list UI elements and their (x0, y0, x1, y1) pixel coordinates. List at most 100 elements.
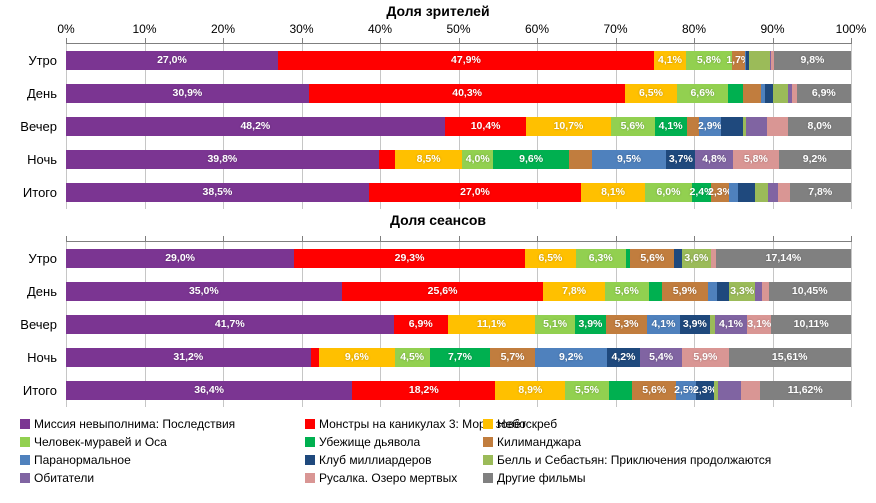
segment-value-label: 35,0% (188, 285, 219, 297)
segment-value-label: 25,6% (427, 285, 458, 297)
segment-value-label: 9,8% (800, 54, 825, 66)
bar-segment: 36,4% (66, 381, 353, 400)
segment-value-label: 4,1% (651, 318, 676, 330)
stacked-bar: 36,4% 18,2% 8,9% 5,5% 5,6% 2,5% 2,3% 11,62% (66, 381, 851, 400)
bar-segment: 4,1% (654, 117, 687, 136)
bar-segment: 5,9% (682, 348, 729, 367)
bar-segment: 29,3% (294, 249, 525, 268)
x-tick-mark (223, 38, 224, 48)
x-tick-mark (66, 236, 67, 246)
grid-line (851, 242, 852, 407)
bar-segment (760, 84, 766, 103)
x-tick-label: 30% (289, 22, 314, 36)
bar-segment (568, 150, 592, 169)
ycol-spacer (0, 20, 66, 44)
rows-area: 29,0% 29,3% 6,5% 6,3% 5,6% 3,6% 17,14% 35,0% 25,… (66, 242, 852, 407)
stacked-bar: 27,0% 47,9% 4,1% 5,8% 1,7% 9,8% (66, 51, 851, 70)
bar-segment: 10,45% (768, 282, 851, 301)
legend-item: Клуб миллиардеров (305, 453, 483, 467)
x-tick-mark (458, 236, 460, 246)
bar-segment (744, 51, 746, 70)
ycol-spacer (0, 229, 66, 242)
bar-segment: 10,11% (771, 315, 851, 334)
bar-segment (791, 84, 797, 103)
segment-value-label: 10,45% (791, 285, 828, 297)
bar-segment: 5,9% (661, 282, 708, 301)
legend-item: Человек-муравей и Оса (20, 435, 305, 449)
segment-value-label: 40,3% (452, 87, 483, 99)
segment-value-label: 38,5% (202, 186, 233, 198)
segment-value-label: 9,2% (558, 351, 583, 363)
segment-value-label: 27,0% (460, 186, 490, 198)
segment-value-label: 10,4% (470, 120, 501, 132)
bar-row: 48,2% 10,4% 10,7% 5,6% 4,1% 2,9% 8,0% (66, 110, 851, 143)
category-label: День (27, 86, 57, 101)
bar-segment: 5,6% (610, 117, 655, 136)
axis-header (66, 229, 852, 246)
bar-segment: 6,3% (575, 249, 626, 268)
legend-label: Белль и Себастьян: Приключения продолжаю… (497, 453, 772, 467)
bar-segment: 8,0% (788, 117, 851, 136)
legend-swatch-icon (483, 437, 493, 447)
bar-segment: 31,2% (66, 348, 311, 367)
x-tick-mark (537, 38, 538, 48)
bar-segment: 6,0% (644, 183, 693, 202)
bar-segment: 4,8% (695, 150, 734, 169)
bar-segment: 9,8% (773, 51, 851, 70)
bar-segment (773, 84, 789, 103)
segment-value-label: 5,9% (693, 351, 718, 363)
segment-value-label: 29,0% (165, 252, 195, 264)
bar-segment (717, 381, 742, 400)
bar-segment (741, 381, 760, 400)
segment-value-label: 6,5% (538, 252, 563, 264)
bar-segment: 4,2% (607, 348, 640, 367)
bar-segment (710, 249, 717, 268)
segment-value-label: 4,8% (702, 153, 727, 165)
segment-value-label: 5,8% (743, 153, 768, 165)
x-tick-mark (223, 236, 224, 246)
segment-value-label: 3,9% (682, 318, 707, 330)
bar-row: 39,8% 8,5% 4,0% 9,6% 9,5% 3,7% 4,8% 5,8% 9,2% (66, 143, 851, 176)
segment-value-label: 5,6% (620, 120, 645, 132)
segment-value-label: 2,4% (689, 186, 714, 198)
bar-segment: 48,2% (66, 117, 445, 136)
bar-row: 38,5% 27,0% 8,1% 6,0% 2,4% 2,3% 7,8% (66, 176, 851, 209)
x-tick-mark (458, 38, 460, 48)
segment-value-label: 17,14% (765, 252, 802, 264)
segment-value-label: 47,9% (451, 54, 481, 66)
bar-segment (738, 183, 755, 202)
legend-swatch-icon (483, 455, 493, 465)
legend-label: Клуб миллиардеров (319, 453, 432, 467)
stacked-bar: 41,7% 6,9% 11,1% 5,1% 3,9% 5,3% 4,1% 3,9% 4,1% 3,… (66, 315, 851, 334)
legend-swatch-icon (20, 455, 30, 465)
legend-item: Монстры на каникулах 3: Море зовёт (305, 417, 526, 431)
segment-value-label: 3,1% (747, 318, 772, 330)
legend-item: Убежище дьявола (305, 435, 483, 449)
bar-segment: 5,5% (565, 381, 609, 400)
segment-value-label: 4,1% (658, 120, 683, 132)
bar-segment: 4,1% (647, 315, 680, 334)
bar-segment: 10,7% (526, 117, 611, 136)
bar-segment: 3,9% (575, 315, 606, 334)
segment-value-label: 9,6% (519, 153, 544, 165)
segment-value-label: 27,0% (157, 54, 187, 66)
stacked-bar: 29,0% 29,3% 6,5% 6,3% 5,6% 3,6% 17,14% (66, 249, 851, 268)
x-tick-label: 0% (57, 22, 75, 36)
bar-segment: 2,4% (689, 183, 714, 202)
bar-segment: 39,8% (66, 150, 379, 169)
bar-segment (721, 117, 743, 136)
bar-segment: 4,1% (653, 51, 687, 70)
segment-value-label: 36,4% (194, 384, 225, 396)
legend-item: Килиманджара (483, 435, 876, 449)
x-tick-mark (144, 236, 146, 246)
legend-swatch-icon (305, 437, 315, 447)
segment-value-label: 4,2% (611, 351, 636, 363)
sessions-share-chart: Доля сеансов Утро День Вечер Ночь Итого 29,0… (0, 211, 876, 407)
bar-segment: 5,8% (733, 150, 779, 169)
legend-swatch-icon (20, 419, 30, 429)
bar-segment: 3,7% (666, 150, 696, 169)
bar-segment: 5,6% (604, 282, 649, 301)
bar-segment: 30,9% (66, 84, 309, 103)
segment-value-label: 5,8% (696, 54, 721, 66)
bar-segment: 3,1% (747, 315, 772, 334)
